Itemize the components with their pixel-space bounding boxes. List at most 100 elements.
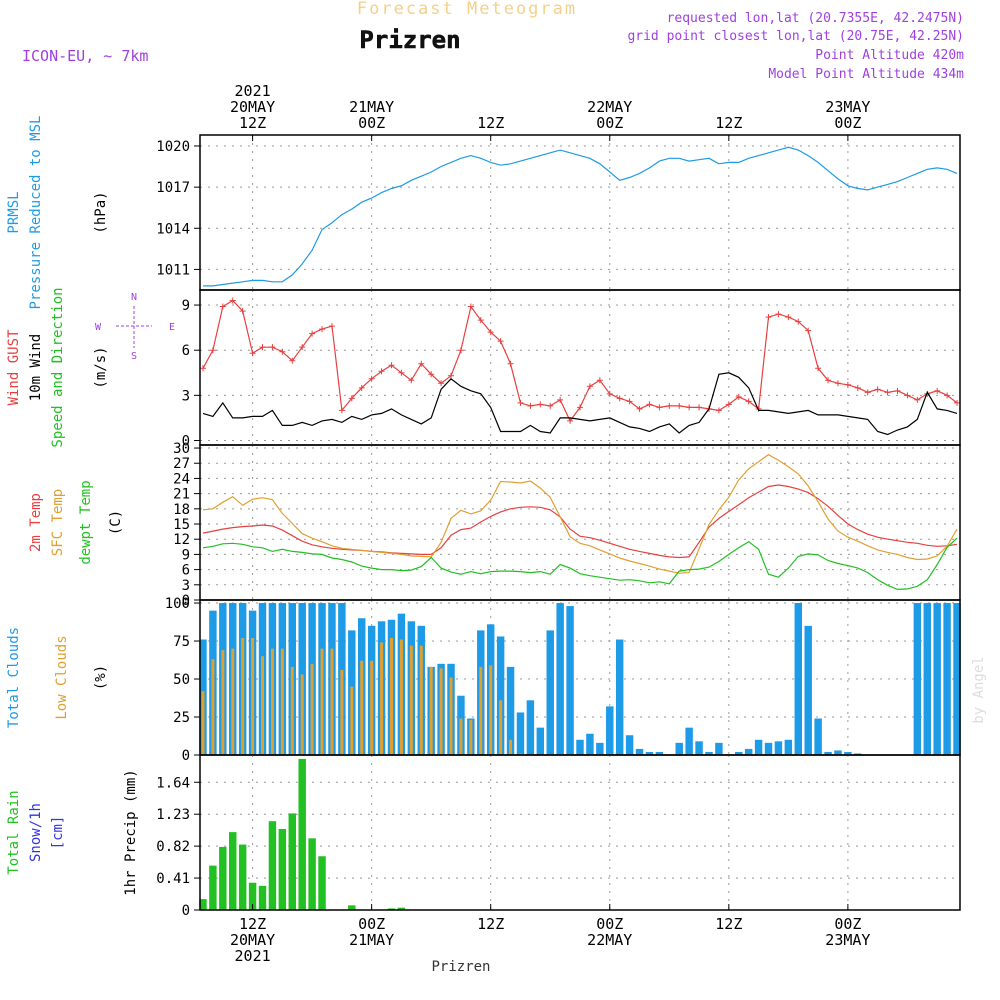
- low-clouds-bar: [310, 663, 314, 755]
- gust-marker: [577, 404, 583, 411]
- y-tick-label: 24: [173, 471, 190, 487]
- gust-marker: [586, 383, 593, 390]
- time-label-bottom: 12Z: [239, 915, 266, 933]
- y-tick-label: 1020: [156, 139, 190, 155]
- gust-marker: [338, 407, 345, 414]
- total-clouds-bar: [546, 630, 554, 755]
- footer-credit: by Angel: [971, 656, 987, 723]
- total-clouds-bar: [655, 751, 664, 755]
- gust-marker: [418, 360, 425, 367]
- time-label-bottom: 23MAY: [825, 931, 870, 949]
- gust-marker: [199, 365, 206, 372]
- low-clouds-bar: [518, 753, 522, 755]
- total-clouds-bar: [516, 712, 525, 755]
- total-clouds-bar: [615, 639, 624, 755]
- panel-label: PRMSL: [6, 191, 22, 233]
- panel-label: dewpt Temp: [78, 480, 94, 564]
- total-clouds-bar: [526, 700, 535, 755]
- y-tick-label: 9: [182, 547, 190, 563]
- low-clouds-bar: [231, 648, 235, 755]
- gust-marker: [656, 404, 663, 411]
- panel-frame: [199, 289, 961, 446]
- gust-marker: [765, 314, 772, 321]
- gust-marker: [428, 371, 435, 378]
- gust-marker: [448, 372, 455, 379]
- y-tick-label: 0.41: [156, 871, 190, 887]
- y-tick-label: 9: [182, 298, 190, 314]
- gust-marker: [795, 318, 802, 325]
- time-label-bottom: 20MAY: [230, 931, 275, 949]
- gust-marker: [636, 405, 643, 412]
- prmsl-line: [203, 146, 958, 287]
- total-clouds-bar: [625, 735, 634, 755]
- panel-label: Wind GUST: [6, 329, 22, 405]
- low-clouds-bar: [419, 645, 423, 755]
- low-clouds-bar: [370, 660, 374, 755]
- gust-marker: [259, 344, 266, 351]
- gust-marker: [348, 395, 355, 402]
- gust-marker: [388, 362, 395, 369]
- gust-marker: [378, 368, 385, 375]
- low-clouds-bar: [489, 665, 493, 755]
- y-tick-label: 12: [173, 532, 190, 548]
- total-clouds-bar: [814, 718, 822, 755]
- panel-label: Snow/1h: [28, 803, 44, 862]
- total-clouds-bar: [695, 741, 703, 755]
- time-label-bottom: 00Z: [834, 915, 861, 933]
- gust-marker: [914, 396, 921, 403]
- total-rain-bar: [199, 899, 207, 910]
- low-clouds-bar: [479, 666, 483, 755]
- y-tick-label: 100: [165, 596, 190, 612]
- y-tick-label: 0: [182, 903, 190, 919]
- total-clouds-bar: [834, 750, 842, 755]
- header-point-altitude: Point Altitude 420m: [815, 48, 964, 63]
- low-clouds-bar: [320, 648, 324, 755]
- gust-marker: [874, 386, 881, 393]
- gust-marker: [844, 381, 851, 388]
- gust-marker: [497, 338, 504, 345]
- footer-city: Prizren: [431, 959, 490, 975]
- total-clouds-bar: [586, 733, 594, 755]
- low-clouds-bar: [429, 666, 433, 755]
- y-tick-label: 1014: [156, 221, 190, 237]
- low-clouds-bar: [201, 691, 205, 755]
- low-clouds-bar: [399, 639, 403, 755]
- panel-frame: [199, 134, 961, 291]
- gust-marker: [279, 348, 286, 355]
- panel-label: 10m Wind: [28, 334, 44, 401]
- total-clouds-bar: [576, 739, 584, 755]
- panel-label: SFC Temp: [50, 489, 66, 556]
- panel-label: Speed and Direction: [50, 287, 66, 447]
- total-clouds-bar: [744, 748, 753, 755]
- gust-marker: [269, 344, 276, 351]
- gust-marker: [239, 308, 246, 315]
- time-label-top: 12Z: [477, 114, 504, 132]
- total-rain-bar: [397, 907, 406, 910]
- y-tick-label: 1011: [156, 262, 190, 278]
- total-clouds-bar: [854, 753, 862, 755]
- y-tick-label: 0: [182, 748, 190, 764]
- total-clouds-bar: [556, 603, 564, 755]
- total-clouds-bar: [804, 625, 812, 755]
- low-clouds-bar: [280, 648, 284, 755]
- gust-marker: [646, 401, 653, 408]
- total-rain-bar: [278, 828, 287, 910]
- gust-marker: [805, 327, 812, 334]
- 2m-temp-line: [202, 484, 958, 559]
- header-subtitle: Forecast Meteogram: [357, 0, 577, 19]
- gust-marker: [834, 380, 841, 387]
- total-clouds-bar: [735, 751, 743, 755]
- gust-marker: [775, 311, 782, 318]
- y-tick-label: 3: [182, 388, 190, 404]
- gust-marker: [309, 330, 316, 337]
- panel-label: 2m Temp: [28, 493, 44, 552]
- total-clouds-bar: [705, 751, 713, 755]
- gust-marker: [864, 389, 871, 396]
- total-clouds-bar: [536, 727, 545, 755]
- gust-marker: [745, 398, 752, 405]
- total-clouds-bar: [913, 603, 922, 755]
- total-clouds-bar: [596, 742, 604, 755]
- y-tick-label: 75: [173, 634, 190, 650]
- y-tick-label: 6: [182, 343, 190, 359]
- total-rain-bar: [308, 838, 316, 910]
